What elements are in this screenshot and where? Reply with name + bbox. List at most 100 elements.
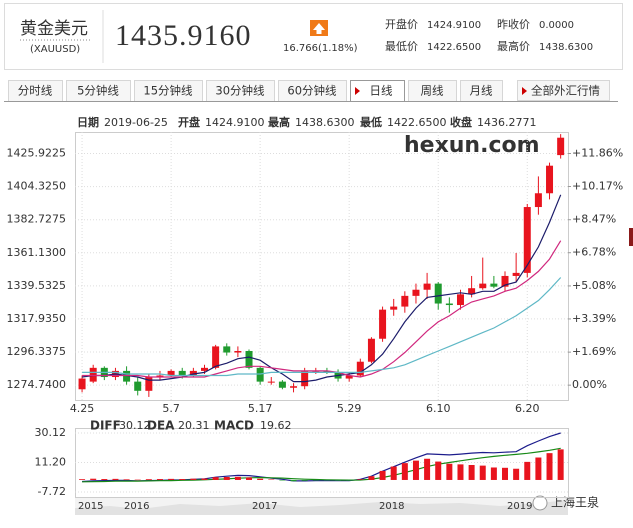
candle-body: [200, 367, 208, 371]
candle-body: [434, 283, 442, 304]
macd-bar: [557, 449, 564, 480]
tab-marker: [522, 87, 527, 95]
x-tick-label: 6.10: [426, 402, 451, 415]
tab[interactable]: 5分钟线: [66, 80, 131, 102]
moving-average-line: [82, 240, 562, 378]
credit: 上海王泉: [551, 495, 599, 510]
tab[interactable]: 分时线: [8, 80, 63, 102]
year-label: 2017: [252, 501, 277, 512]
x-tick-label: 5.17: [248, 402, 273, 415]
info-value: 1438.6300: [295, 116, 355, 129]
asset-code: (XAUUSD): [30, 44, 80, 55]
year-label: 2016: [124, 501, 149, 512]
macd-bar: [446, 463, 453, 480]
info-line: 日期 2019-06-25 开盘 1424.9100 最高 1438.6300 最低 1422…: [77, 115, 537, 129]
stat-value: 1438.6300: [539, 42, 593, 53]
info-label: 日期: [77, 115, 99, 129]
candle-body: [267, 381, 275, 383]
macd-bar: [368, 476, 375, 480]
y2-tick-label: +8.47%: [572, 213, 616, 226]
macd-bar: [290, 479, 297, 482]
macd-bar: [268, 479, 275, 480]
legend-value: 19.62: [260, 419, 292, 432]
y-tick-label: 1361.1300: [7, 246, 67, 259]
macd-bar: [546, 453, 553, 480]
info-label: 最高: [268, 115, 290, 129]
all-markets-tab[interactable]: 全部外汇行情: [517, 80, 610, 101]
info-label: 开盘: [178, 115, 200, 129]
moving-average-line: [82, 194, 562, 383]
candle-body: [501, 275, 509, 287]
y2-tick-label: 0.00%: [572, 378, 607, 391]
macd-bar: [502, 467, 509, 480]
legend-value: 20.31: [178, 419, 210, 432]
macd-bar: [468, 464, 475, 480]
macd-bar: [246, 477, 253, 480]
tab-label: 30分钟线: [215, 84, 265, 98]
macd-bar: [424, 458, 431, 480]
plot-frame: [75, 132, 569, 401]
macd-bar: [524, 461, 531, 480]
candle-body: [356, 361, 364, 376]
legend-value: 30.12: [119, 419, 151, 432]
tab-box: [517, 80, 610, 101]
macd-bar: [168, 478, 175, 480]
candle-body: [78, 378, 86, 390]
macd-bar: [134, 479, 141, 481]
stat-label: 最低价: [385, 40, 418, 53]
macd-bar: [490, 467, 497, 480]
macd-bar: [201, 478, 208, 480]
candle-body: [245, 350, 253, 368]
asset-name: 黄金美元: [20, 19, 88, 39]
macd-bar: [145, 479, 152, 480]
tab[interactable]: 周线: [408, 80, 457, 102]
y2-tick-label: +5.08%: [572, 279, 616, 292]
price: 1435.9160: [115, 19, 252, 52]
macd-bar: [457, 464, 464, 480]
tab[interactable]: 30分钟线: [206, 80, 275, 102]
candle-body: [234, 350, 242, 353]
candle-body: [523, 207, 531, 273]
candle-body: [490, 283, 498, 287]
y2-tick-label: +10.17%: [572, 179, 623, 192]
candle-body: [290, 386, 298, 388]
x-tick-label: 6.20: [515, 402, 540, 415]
macd-bar: [401, 463, 408, 480]
candle-body: [89, 367, 97, 382]
legend-name: MACD: [214, 419, 254, 433]
macd-bar: [79, 479, 86, 480]
info-value: 1424.9100: [205, 116, 265, 129]
candle-body: [445, 303, 453, 306]
tab[interactable]: 日线: [350, 80, 405, 102]
macd-bar: [412, 460, 419, 480]
year-label: 2015: [78, 501, 103, 512]
macd-bar: [156, 479, 163, 480]
macd-bar: [190, 478, 197, 480]
tab-label: 月线: [470, 84, 493, 98]
y2-tick-label: +6.78%: [572, 246, 616, 259]
candle-body: [546, 165, 554, 194]
all-markets-label: 全部外汇行情: [531, 84, 600, 98]
tab[interactable]: 15分钟线: [134, 80, 203, 102]
candle-body: [479, 283, 487, 289]
watermark: hexun.com: [404, 133, 540, 158]
candle-body: [134, 381, 142, 391]
y-tick-label: 1339.5325: [7, 279, 67, 292]
tab[interactable]: 60分钟线: [278, 80, 347, 102]
macd-bar: [346, 479, 353, 481]
stat-value: 1424.9100: [427, 20, 481, 31]
tab[interactable]: 月线: [460, 80, 503, 102]
candle-body: [278, 381, 286, 388]
tab-label: 周线: [421, 84, 444, 98]
candle-body: [557, 137, 565, 156]
tab-label: 15分钟线: [143, 84, 193, 98]
stat-label: 昨收价: [497, 17, 530, 31]
y2-tick-label: +3.39%: [572, 312, 616, 325]
macd-bar: [335, 479, 342, 481]
macd-bar: [101, 479, 108, 480]
macd-bar: [323, 479, 330, 481]
candle-body: [156, 375, 164, 378]
stat-value: 1422.6500: [427, 42, 481, 53]
